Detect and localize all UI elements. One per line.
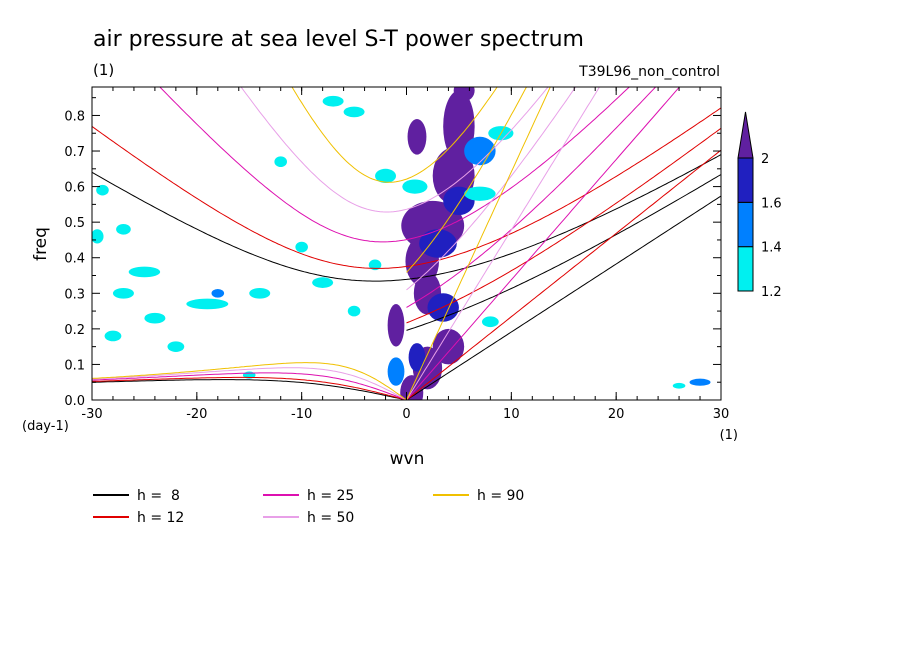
dispersion-curve — [291, 87, 498, 183]
y-tick-label: 0.2 — [64, 323, 85, 338]
contour-blob — [167, 341, 185, 352]
dispersion-curve — [240, 87, 549, 213]
filled-contours — [92, 87, 711, 400]
contour-blob — [249, 287, 271, 299]
x-tick-label: 20 — [608, 407, 625, 422]
contour-blob — [343, 106, 365, 118]
contour-blob — [104, 330, 122, 342]
y-axis-label: freq — [31, 227, 51, 261]
legend: h = 8 h = 12 h = 25 h = 50 h = 90 — [93, 488, 524, 526]
x-tick-label: -30 — [81, 407, 102, 422]
chart-subtitle-right: T39L96_non_control — [578, 64, 720, 80]
chart-title: air pressure at sea level S-T power spec… — [93, 27, 584, 52]
dispersion-curve — [406, 174, 721, 331]
contour-blob — [128, 266, 161, 278]
y-tick-label: 0.4 — [64, 252, 85, 267]
contour-blob — [407, 119, 427, 155]
contour-blob — [312, 277, 334, 288]
contour-blob — [274, 156, 287, 168]
contour-blob — [92, 229, 104, 244]
legend-label: h = 12 — [137, 510, 184, 526]
dispersion-curve — [406, 87, 551, 400]
contour-blob — [112, 287, 134, 299]
contour-blob — [387, 303, 405, 347]
x-tick-label: -10 — [291, 407, 312, 422]
dispersion-curve — [159, 87, 631, 243]
contour-blob — [322, 95, 344, 107]
contour-blob — [96, 184, 109, 196]
contour-blob — [295, 241, 308, 253]
contour-blob — [116, 223, 131, 235]
contour-blob — [419, 229, 457, 258]
dispersion-curve — [92, 154, 721, 282]
x-tick-label: 0 — [402, 407, 410, 422]
axis-ticks: -30 -20 -10 0 10 20 30 0.0 0.1 0.2 0.3 0.4 0.5 0.6 0.7… — [64, 87, 729, 422]
dispersion-curve — [406, 87, 528, 273]
dispersion-curve — [406, 87, 681, 400]
legend-label: h = 50 — [307, 510, 354, 526]
colorbar-extend-arrow — [737, 111, 754, 159]
dispersion-curve — [406, 87, 657, 308]
dispersion-curve — [92, 107, 721, 269]
dispersion-curve — [92, 376, 407, 400]
colorbar-label: 2 — [761, 152, 769, 167]
chart-subtitle-left: (1) — [93, 61, 114, 79]
colorbar-label: 1.6 — [761, 196, 782, 211]
dispersion-curve — [406, 87, 577, 291]
contour-blob — [464, 136, 496, 166]
contour-blob — [689, 378, 711, 386]
dispersion-curve — [92, 372, 407, 400]
dispersion-curve — [406, 195, 721, 400]
y-tick-label: 0.5 — [64, 216, 85, 231]
dispersion-curve — [406, 127, 721, 324]
contour-blob — [211, 289, 225, 298]
colorbar-segment — [737, 157, 754, 203]
x-tick-label: 30 — [713, 407, 730, 422]
y-tick-label: 0.1 — [64, 358, 85, 373]
legend-label: h = 8 — [137, 488, 180, 504]
colorbar: 1.2 1.4 1.6 2 — [737, 111, 782, 300]
y-tick-label: 0.8 — [64, 109, 85, 124]
contour-blob — [402, 179, 428, 194]
y-tick-label: 0.7 — [64, 145, 85, 160]
dispersion-curve — [406, 149, 721, 400]
colorbar-label: 1.2 — [761, 285, 782, 300]
dispersion-curve — [406, 87, 601, 400]
contour-blob — [387, 357, 405, 386]
colorbar-segment — [737, 201, 754, 248]
contour-blob — [144, 312, 166, 324]
y-unit-label: (day-1) — [22, 419, 69, 434]
plot-frame — [91, 86, 722, 401]
x-tick-label: -20 — [186, 407, 207, 422]
x-unit-label: (1) — [720, 428, 738, 443]
y-tick-label: 0.6 — [64, 181, 85, 196]
legend-label: h = 25 — [307, 488, 354, 504]
contour-blob — [368, 259, 382, 271]
colorbar-label: 1.4 — [761, 241, 782, 256]
colorbar-segment — [737, 246, 754, 292]
contour-blob — [481, 316, 499, 328]
dispersion-curve — [92, 367, 407, 400]
y-tick-label: 0.3 — [64, 287, 85, 302]
contour-blob — [186, 298, 229, 310]
dispersion-curve — [92, 362, 407, 400]
dispersion-curve — [92, 379, 407, 400]
y-tick-label: 0.0 — [64, 394, 85, 409]
x-axis-label: wvn — [390, 449, 425, 469]
contour-blob — [453, 87, 475, 102]
contour-blob — [672, 382, 686, 389]
contour-blob — [432, 328, 465, 365]
legend-label: h = 90 — [477, 488, 524, 504]
x-tick-label: 10 — [503, 407, 520, 422]
contour-blob — [464, 186, 496, 201]
contour-blob — [347, 305, 361, 317]
contour-blob — [408, 343, 426, 372]
dispersion-curves — [92, 87, 721, 400]
contour-blob — [375, 168, 397, 184]
